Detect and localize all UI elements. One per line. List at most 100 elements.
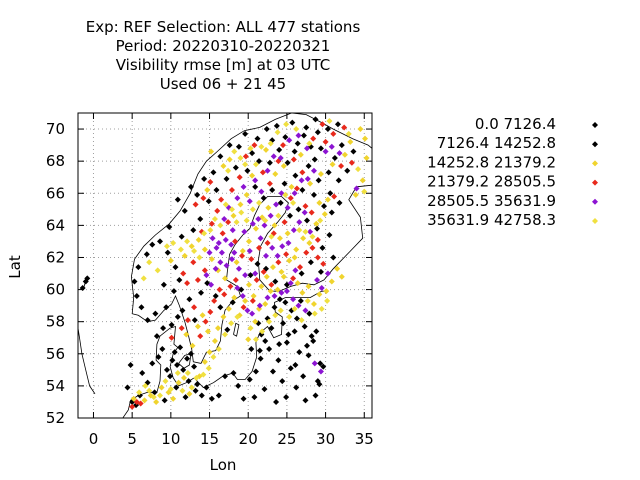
data-point <box>252 225 259 232</box>
data-point <box>220 162 227 169</box>
data-point <box>282 299 289 306</box>
data-point <box>248 256 255 263</box>
x-tick-label: 25 <box>277 430 296 448</box>
data-point <box>276 146 283 153</box>
y-tick-label: 60 <box>46 281 65 299</box>
data-point <box>248 345 255 352</box>
data-point <box>142 382 149 389</box>
data-point <box>178 233 185 240</box>
data-point <box>208 148 215 155</box>
grid <box>78 113 372 419</box>
data-point <box>331 193 338 200</box>
data-point <box>306 240 313 247</box>
data-point <box>176 276 183 283</box>
data-point <box>152 310 159 317</box>
data-point <box>163 243 170 250</box>
data-point <box>283 251 290 258</box>
data-point <box>201 230 208 237</box>
data-point <box>249 220 256 227</box>
data-point <box>314 129 321 136</box>
data-point <box>203 272 210 279</box>
data-point <box>177 344 184 351</box>
data-point <box>249 172 256 179</box>
series-3 <box>130 126 370 405</box>
data-point <box>184 238 191 245</box>
data-point <box>290 199 297 206</box>
data-point <box>174 196 181 203</box>
data-point <box>266 159 273 166</box>
data-point <box>188 243 195 250</box>
data-point <box>208 395 215 402</box>
data-point <box>274 129 281 136</box>
data-point <box>277 307 284 314</box>
data-point <box>149 241 156 248</box>
data-point <box>264 294 271 301</box>
data-point <box>315 177 322 184</box>
y-tick-label: 70 <box>46 120 65 138</box>
data-point <box>245 281 252 288</box>
data-point <box>303 249 310 256</box>
y-axis-label: Lat <box>6 255 24 279</box>
data-point <box>243 217 250 224</box>
data-point <box>226 142 233 149</box>
data-point <box>239 252 246 259</box>
data-point <box>215 392 222 399</box>
data-point <box>293 126 300 133</box>
data-point <box>180 374 187 381</box>
coastline <box>78 328 96 395</box>
data-point <box>246 198 253 205</box>
x-tick-label: 0 <box>89 430 99 448</box>
data-point <box>207 227 214 234</box>
data-point <box>350 148 357 155</box>
data-point <box>306 310 313 317</box>
data-point <box>195 236 202 243</box>
data-point <box>224 326 231 333</box>
data-point <box>220 313 227 320</box>
data-point <box>188 384 195 391</box>
data-point <box>194 191 201 198</box>
data-point <box>130 395 137 402</box>
data-point <box>197 333 204 340</box>
data-point <box>269 368 276 375</box>
data-point <box>222 331 228 338</box>
data-point <box>153 333 160 340</box>
data-point <box>190 259 197 266</box>
data-point <box>231 148 238 155</box>
data-point <box>270 153 277 160</box>
series-4 <box>129 121 355 410</box>
data-point <box>335 177 342 184</box>
data-point <box>363 154 370 161</box>
coastline <box>122 290 328 418</box>
data-point <box>236 174 243 181</box>
data-point <box>210 354 217 360</box>
data-point <box>194 381 201 388</box>
data-point <box>302 307 309 314</box>
data-point <box>300 132 307 139</box>
data-point <box>207 179 214 186</box>
data-point <box>296 227 303 234</box>
data-point <box>179 307 186 314</box>
data-point <box>133 293 140 299</box>
data-point <box>299 169 306 176</box>
data-point <box>307 228 314 235</box>
data-point <box>208 281 215 288</box>
data-point <box>207 309 214 316</box>
data-point <box>150 394 157 401</box>
data-point <box>331 154 338 161</box>
data-point <box>167 373 174 380</box>
data-point <box>251 394 258 401</box>
data-point <box>284 204 291 211</box>
data-point <box>321 203 328 210</box>
data-point <box>301 209 308 216</box>
x-tick-label: 20 <box>239 430 258 448</box>
title-line-4: Used 06 + 21 45 <box>160 75 286 93</box>
data-point <box>149 360 156 367</box>
data-point <box>217 259 224 266</box>
data-point <box>194 276 201 283</box>
data-point <box>228 256 235 263</box>
data-point <box>269 264 276 271</box>
data-point <box>317 368 324 375</box>
data-point <box>336 199 343 206</box>
data-point <box>305 283 312 290</box>
